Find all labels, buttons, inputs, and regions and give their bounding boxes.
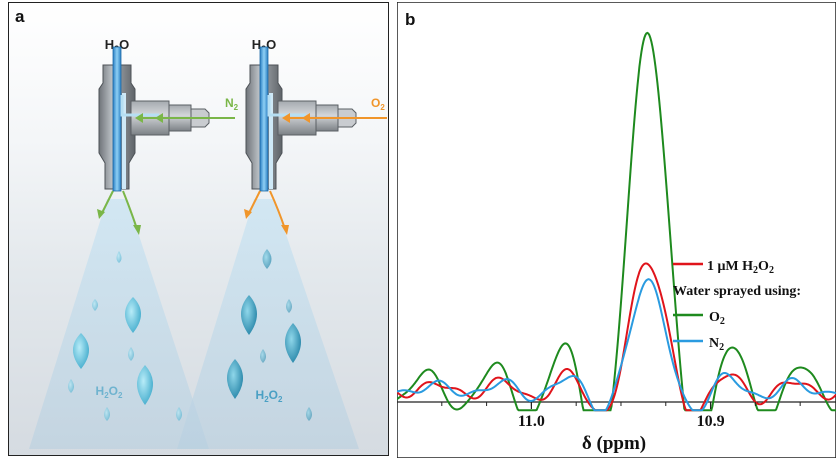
panel-a-schematic: H2O N2 xyxy=(8,2,389,456)
nmr-spectrum-plot: 11.0 10.9 δ (ppm) 1 μM H2O2 Water sprayed… xyxy=(396,1,836,459)
x-tick-label: 10.9 xyxy=(697,413,725,430)
left-gas-label: N2 xyxy=(225,96,239,112)
panel-b-nmr-chart: b 11.0 10.9 δ (ppm) 1 μM H2O2 Water spray… xyxy=(396,1,836,459)
x-tick-label: 11.0 xyxy=(518,413,545,430)
right-nozzle: H2O O2 H2O2 xyxy=(177,37,387,449)
spectrum-curves xyxy=(396,31,836,412)
series-line-1-m-h2o2 xyxy=(396,262,836,412)
legend-ref-label: 1 μM H2O2 xyxy=(707,259,774,276)
series-line-n2 xyxy=(396,278,836,412)
series-line-o2 xyxy=(396,31,836,412)
legend-heading: Water sprayed using: xyxy=(673,284,801,299)
right-product-label: H2O2 xyxy=(256,388,283,404)
left-product-label: H2O2 xyxy=(96,384,123,400)
legend-o2-label: O2 xyxy=(709,310,725,327)
x-axis-ticks: 11.0 10.9 xyxy=(441,402,801,430)
legend: 1 μM H2O2 Water sprayed using: O2 N2 xyxy=(673,259,801,353)
spray-schematic: H2O N2 xyxy=(29,37,387,449)
panel-b-label: b xyxy=(405,10,416,29)
right-gas-label: O2 xyxy=(371,96,385,112)
panel-a-label: a xyxy=(15,7,25,26)
x-axis-label: δ (ppm) xyxy=(582,433,646,454)
legend-n2-label: N2 xyxy=(709,336,724,353)
